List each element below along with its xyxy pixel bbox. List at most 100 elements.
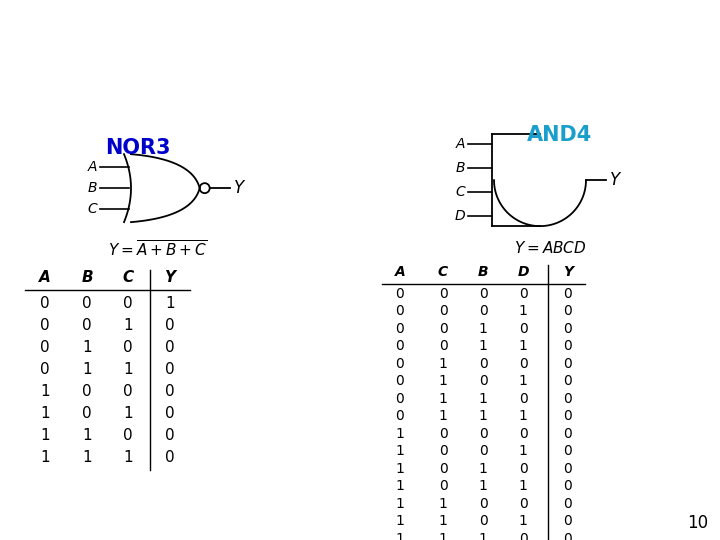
Text: 1: 1	[165, 296, 175, 311]
Text: 0: 0	[165, 428, 175, 443]
Text: 0: 0	[82, 318, 92, 333]
Text: 0: 0	[479, 304, 487, 318]
Text: 0: 0	[479, 287, 487, 301]
Text: 0: 0	[479, 444, 487, 458]
Text: 0: 0	[395, 357, 405, 370]
Text: C: C	[438, 265, 448, 279]
Text: 0: 0	[40, 362, 50, 377]
Text: 1: 1	[82, 340, 92, 355]
Text: 1: 1	[518, 374, 528, 388]
Text: 1: 1	[438, 374, 447, 388]
Text: 0: 0	[564, 462, 572, 476]
Text: 0: 0	[395, 339, 405, 353]
Text: 0: 0	[123, 428, 132, 443]
Text: 1: 1	[518, 409, 528, 423]
Text: 0: 0	[564, 427, 572, 441]
Text: 0: 0	[438, 462, 447, 476]
Text: 0: 0	[82, 406, 92, 421]
Text: 0: 0	[395, 409, 405, 423]
Text: AND4: AND4	[527, 125, 593, 145]
Text: 1: 1	[395, 427, 405, 441]
Text: 1: 1	[395, 531, 405, 540]
Text: 1: 1	[518, 479, 528, 493]
Text: 1: 1	[82, 362, 92, 377]
Text: C: C	[87, 202, 97, 216]
Text: 1: 1	[40, 428, 50, 443]
Text: 0: 0	[40, 296, 50, 311]
Text: 0: 0	[165, 406, 175, 421]
Text: 0: 0	[40, 340, 50, 355]
Text: 0: 0	[438, 339, 447, 353]
Text: 0: 0	[438, 444, 447, 458]
Text: Multiple-Input Logic Gates: Multiple-Input Logic Gates	[13, 21, 428, 49]
Text: 0: 0	[438, 479, 447, 493]
Text: 1: 1	[82, 428, 92, 443]
Text: NOR3: NOR3	[105, 138, 171, 158]
Text: 1: 1	[123, 406, 132, 421]
Text: A: A	[456, 137, 465, 151]
Text: 0: 0	[564, 287, 572, 301]
Text: 0: 0	[518, 287, 527, 301]
Text: 0: 0	[395, 392, 405, 406]
Text: Y: Y	[563, 265, 573, 279]
Text: 0: 0	[564, 392, 572, 406]
Text: 0: 0	[564, 374, 572, 388]
Text: 0: 0	[564, 531, 572, 540]
Text: 1: 1	[395, 497, 405, 511]
Text: 0: 0	[518, 497, 527, 511]
Text: 0: 0	[564, 514, 572, 528]
Text: 0: 0	[165, 362, 175, 377]
Text: 0: 0	[395, 322, 405, 336]
Text: A: A	[395, 265, 405, 279]
Text: $Y$: $Y$	[609, 171, 622, 189]
Text: 0: 0	[518, 531, 527, 540]
Text: 1: 1	[395, 479, 405, 493]
Text: 1: 1	[123, 450, 132, 465]
Text: C: C	[455, 185, 465, 199]
Text: 0: 0	[518, 322, 527, 336]
Text: $Y= ABCD$: $Y= ABCD$	[513, 240, 586, 256]
Text: 1: 1	[82, 450, 92, 465]
Text: A: A	[39, 270, 51, 285]
Text: 0: 0	[438, 287, 447, 301]
Text: 0: 0	[479, 514, 487, 528]
Text: 0: 0	[564, 497, 572, 511]
Text: 0: 0	[564, 444, 572, 458]
Text: 0: 0	[518, 357, 527, 370]
Text: 0: 0	[564, 339, 572, 353]
Text: 0: 0	[395, 287, 405, 301]
Text: 1: 1	[438, 392, 447, 406]
Text: 1: 1	[395, 462, 405, 476]
Text: D: D	[454, 209, 465, 223]
Text: 1: 1	[438, 514, 447, 528]
Text: 1: 1	[479, 322, 487, 336]
Text: 0: 0	[564, 409, 572, 423]
Text: 0: 0	[518, 462, 527, 476]
Text: 1: 1	[438, 357, 447, 370]
Text: 0: 0	[40, 318, 50, 333]
Text: B: B	[477, 265, 488, 279]
Text: 0: 0	[123, 340, 132, 355]
Text: 1: 1	[479, 409, 487, 423]
Text: 1: 1	[479, 479, 487, 493]
Text: 1: 1	[479, 339, 487, 353]
Text: 0: 0	[165, 340, 175, 355]
Text: 0: 0	[165, 318, 175, 333]
Text: 0: 0	[479, 374, 487, 388]
Text: 0: 0	[518, 427, 527, 441]
Text: 1: 1	[479, 462, 487, 476]
Text: 0: 0	[564, 479, 572, 493]
Text: 1: 1	[123, 362, 132, 377]
Text: 0: 0	[564, 304, 572, 318]
Text: 1: 1	[40, 406, 50, 421]
Text: 10: 10	[687, 514, 708, 532]
Text: 1: 1	[438, 497, 447, 511]
Text: 1: 1	[479, 531, 487, 540]
Text: 1: 1	[40, 450, 50, 465]
Text: 1: 1	[395, 514, 405, 528]
Text: 1: 1	[438, 531, 447, 540]
Text: 1: 1	[40, 384, 50, 399]
Text: A: A	[88, 160, 97, 174]
Text: 0: 0	[165, 384, 175, 399]
Text: 0: 0	[123, 384, 132, 399]
